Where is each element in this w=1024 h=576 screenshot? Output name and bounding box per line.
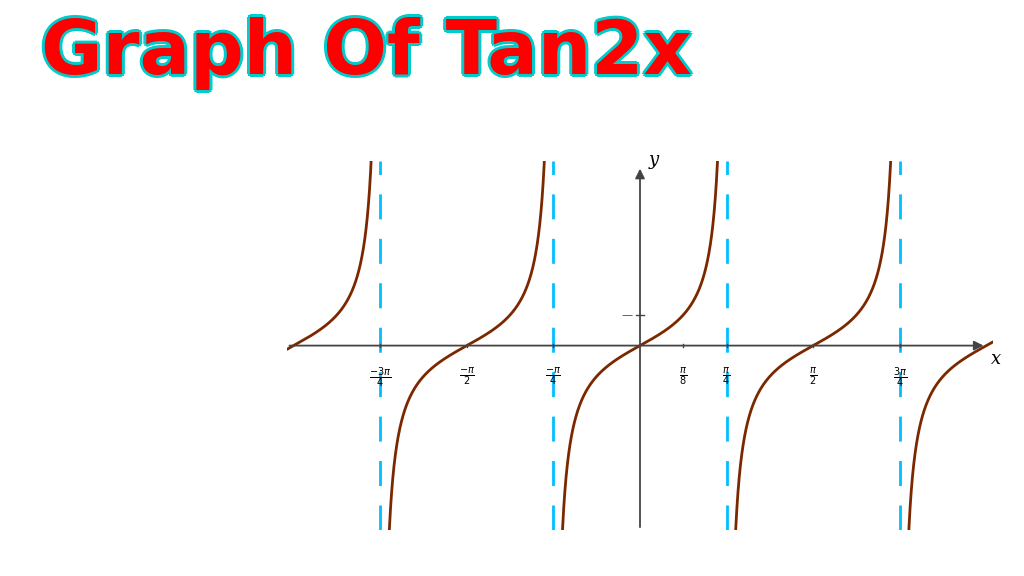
Text: Graph Of Tan2x: Graph Of Tan2x	[43, 16, 693, 88]
Text: Graph Of Tan2x: Graph Of Tan2x	[44, 17, 694, 90]
Text: $\frac{\pi}{8}$: $\frac{\pi}{8}$	[679, 366, 687, 387]
Text: Graph Of Tan2x: Graph Of Tan2x	[38, 17, 689, 90]
Text: y: y	[649, 151, 659, 169]
Text: $\frac{\pi}{4}$: $\frac{\pi}{4}$	[723, 366, 731, 387]
Text: Graph Of Tan2x: Graph Of Tan2x	[41, 20, 691, 93]
Text: Graph Of Tan2x: Graph Of Tan2x	[41, 14, 691, 88]
Text: Graph Of Tan2x: Graph Of Tan2x	[43, 19, 693, 92]
Text: $\frac{-\pi}{4}$: $\frac{-\pi}{4}$	[546, 366, 561, 387]
Text: $\frac{-\pi}{2}$: $\frac{-\pi}{2}$	[459, 366, 475, 387]
Text: $\frac{\pi}{2}$: $\frac{\pi}{2}$	[809, 366, 817, 387]
Text: $\frac{-3\pi}{4}$: $\frac{-3\pi}{4}$	[369, 366, 391, 390]
Text: x: x	[991, 350, 1000, 368]
Text: $\frac{3\pi}{4}$: $\frac{3\pi}{4}$	[893, 366, 907, 390]
Text: Graph Of Tan2x: Graph Of Tan2x	[39, 16, 690, 88]
Text: Graph Of Tan2x: Graph Of Tan2x	[41, 17, 691, 90]
Text: Graph Of Tan2x: Graph Of Tan2x	[39, 19, 690, 92]
Text: —: —	[622, 310, 632, 320]
